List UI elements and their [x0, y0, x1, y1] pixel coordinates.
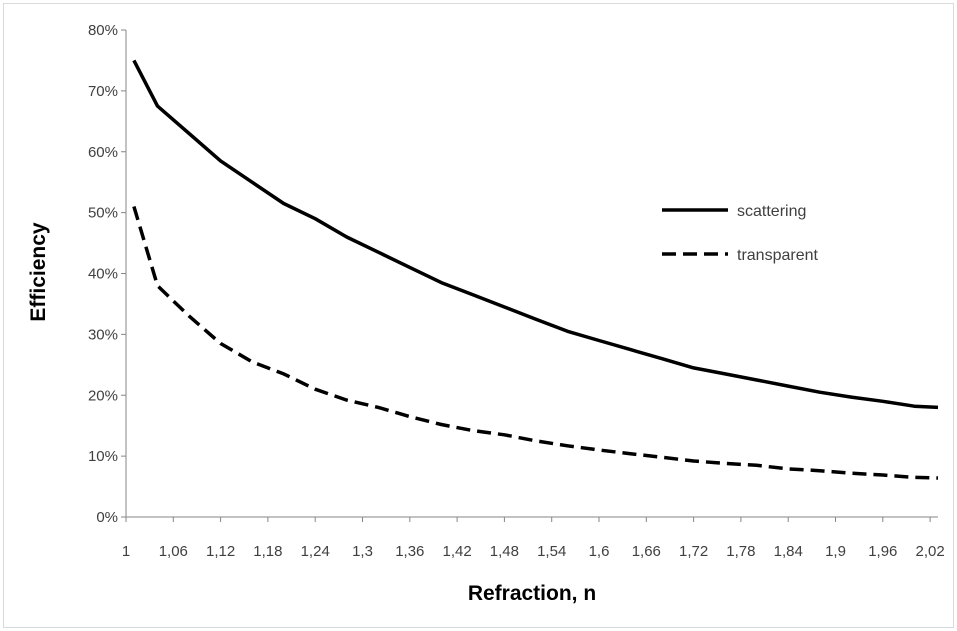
y-tick-label: 20%: [88, 387, 118, 404]
y-tick-label: 50%: [88, 205, 118, 222]
x-tick-label: 1,48: [490, 543, 519, 560]
x-tick-label: 1,54: [537, 543, 566, 560]
x-axis-title: Refraction, n: [468, 582, 596, 605]
x-tick-label: 1,36: [395, 543, 424, 560]
x-tick-label: 1,6: [589, 543, 610, 560]
x-tick-label: 1,18: [253, 543, 282, 560]
x-tick-label: 1,78: [726, 543, 755, 560]
legend-label-transparent: transparent: [737, 247, 818, 264]
y-tick-label: 40%: [88, 266, 118, 283]
x-tick-label: 1,9: [825, 543, 846, 560]
x-tick-label: 1: [122, 543, 130, 560]
x-tick-label: 1,3: [352, 543, 373, 560]
y-tick-label: 0%: [96, 509, 118, 526]
x-tick-label: 1,12: [206, 543, 235, 560]
legend: scattering transparent: [662, 203, 818, 264]
x-tick-label: 1,42: [443, 543, 472, 560]
x-tick-label: 1,96: [868, 543, 897, 560]
x-tick-label: 1,06: [159, 543, 188, 560]
y-axis-title: Efficiency: [27, 222, 50, 322]
x-tick-label: 1,84: [774, 543, 803, 560]
x-tick-label: 1,72: [679, 543, 708, 560]
y-tick-label: 80%: [88, 22, 118, 39]
series-line-scattering: [134, 60, 938, 407]
y-tick-label: 70%: [88, 83, 118, 100]
y-tick-label: 10%: [88, 448, 118, 465]
x-tick-label: 1,24: [301, 543, 330, 560]
x-tick-label: 2,02: [916, 543, 945, 560]
legend-label-scattering: scattering: [737, 203, 806, 220]
x-tick-label: 1,66: [632, 543, 661, 560]
y-tick-label: 30%: [88, 326, 118, 343]
y-tick-label: 60%: [88, 144, 118, 161]
